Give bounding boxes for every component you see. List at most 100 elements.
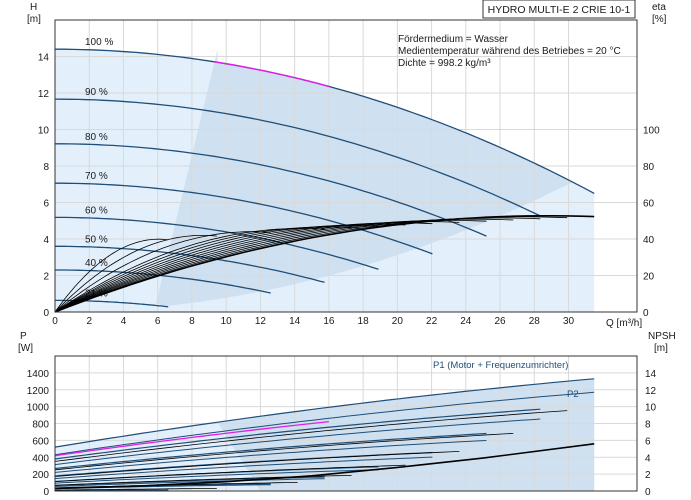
y-tick-label: 6 xyxy=(43,199,49,210)
y-tick-label: 1400 xyxy=(27,369,50,380)
note-density: Dichte = 998.2 kg/m³ xyxy=(398,58,491,69)
x-tick-label: 24 xyxy=(460,316,472,327)
y-tick-label: 200 xyxy=(32,470,49,481)
y-axis-title-h: H xyxy=(30,2,37,13)
y-axis-title-p: P xyxy=(20,331,27,342)
p2-curve-90 xyxy=(54,418,541,466)
axes-bottom: 0 200 400 600 800 1000 1200 1400 0 2 4 6 8 10 12 14 xyxy=(27,355,657,498)
note-temperature: Medientemperatur während des Betriebes =… xyxy=(398,46,621,57)
eta-curve-100 xyxy=(54,215,595,313)
power-curves xyxy=(54,378,595,492)
y2-tick-label: 8 xyxy=(645,420,651,431)
y-tick-label: 4 xyxy=(43,235,49,246)
y2-axis-title-npsh: NPSH xyxy=(648,331,676,342)
y-tick-label: 400 xyxy=(32,453,49,464)
p1-curve-100 xyxy=(54,378,595,448)
x-tick-label: 6 xyxy=(155,316,161,327)
y-tick-label: 800 xyxy=(32,420,49,431)
y2-tick-label: 10 xyxy=(645,403,657,414)
power-curve-black-95 xyxy=(54,410,568,462)
y-tick-label: 8 xyxy=(43,162,49,173)
y-tick-label: 14 xyxy=(38,53,50,64)
x-tick-label: 4 xyxy=(121,316,127,327)
x-tick-label: 22 xyxy=(426,316,438,327)
speed-label: 90 % xyxy=(85,87,108,98)
speed-label: 100 % xyxy=(85,37,113,48)
y-tick-label: 600 xyxy=(32,436,49,447)
power-curve-black-30 xyxy=(54,488,217,491)
best-efficiency-power xyxy=(54,420,329,457)
x-tick-label: 30 xyxy=(563,316,575,327)
y-tick-label: 10 xyxy=(38,126,50,137)
x-tick-label: 16 xyxy=(323,316,335,327)
y2-axis-unit-npsh: [m] xyxy=(654,343,668,354)
power-curve-black-85 xyxy=(54,433,514,471)
x-tick-label: 12 xyxy=(255,316,267,327)
speed-label: 70 % xyxy=(85,171,108,182)
qh-curve-60 xyxy=(55,216,379,270)
eta-curves xyxy=(54,215,595,313)
y2-tick-label: 2 xyxy=(645,470,651,481)
y2-tick-label: 20 xyxy=(643,272,655,283)
y-tick-label: 2 xyxy=(43,272,49,283)
y-tick-label: 1200 xyxy=(27,386,50,397)
y2-tick-label: 80 xyxy=(643,162,655,173)
y-tick-label: 0 xyxy=(43,308,49,319)
qh-curve-70 xyxy=(55,182,433,255)
y2-tick-label: 0 xyxy=(643,308,649,319)
grid-bottom xyxy=(54,356,637,492)
series-label-p2: P2 xyxy=(567,389,579,400)
y2-tick-label: 60 xyxy=(643,199,655,210)
x-tick-label: 10 xyxy=(221,316,233,327)
speed-label: 60 % xyxy=(85,205,108,216)
x-tick-label: 2 xyxy=(86,316,92,327)
axes-top: 0 2 4 6 8 10 12 14 16 18 20 22 24 26 28 300246810121402… xyxy=(38,19,660,327)
p2-curve-80 xyxy=(54,440,487,473)
y2-axis-title-eta: eta xyxy=(652,2,666,13)
p1-curve-80 xyxy=(54,432,487,470)
y2-tick-label: 14 xyxy=(645,369,657,380)
x-tick-label: 14 xyxy=(289,316,301,327)
qh-curve-90 xyxy=(54,98,541,217)
p2-curve-70 xyxy=(54,456,433,480)
title-box xyxy=(482,0,636,19)
y2-tick-label: 40 xyxy=(643,235,655,246)
y2-axis-unit-eta: [%] xyxy=(652,14,667,25)
x-tick-label: 18 xyxy=(358,316,370,327)
note-medium: Fördermedium = Wasser xyxy=(398,34,509,45)
y-tick-label: 0 xyxy=(43,487,49,498)
x-tick-label: 20 xyxy=(392,316,404,327)
npsh-curve xyxy=(54,443,595,490)
grid-top xyxy=(54,20,637,313)
series-label-p1: P1 (Motor + Frequenzumrichter) xyxy=(433,360,568,371)
y-axis-unit-h: [m] xyxy=(27,14,41,25)
x-tick-label: 28 xyxy=(529,316,541,327)
power-curve-black-65 xyxy=(54,464,406,482)
qh-curve-80 xyxy=(55,143,487,237)
y-axis-unit-p: [W] xyxy=(18,343,33,354)
y2-tick-label: 6 xyxy=(645,436,651,447)
p2-curve-60 xyxy=(54,469,379,484)
speed-label: 50 % xyxy=(85,234,108,245)
y2-tick-label: 0 xyxy=(645,487,651,498)
chart-title: HYDRO MULTI-E 2 CRIE 10-1 xyxy=(488,4,631,16)
power-curve-black-75 xyxy=(54,451,460,477)
x-tick-label: 8 xyxy=(189,316,195,327)
x-tick-label: 26 xyxy=(494,316,506,327)
y-tick-label: 1000 xyxy=(27,403,50,414)
best-efficiency-line xyxy=(214,61,330,88)
plot-frame-top xyxy=(54,19,638,313)
speed-label: 80 % xyxy=(85,132,108,143)
p2-curve-100 xyxy=(54,391,595,456)
eta-curve-40 xyxy=(54,231,271,313)
qh-curves: 100 %90 %80 %70 %60 %50 %40 %21 % xyxy=(54,37,595,308)
qh-curve-50 xyxy=(55,245,325,283)
plot-frame-bottom xyxy=(54,355,638,492)
eta-curve-30 xyxy=(54,235,217,313)
x-tick-label: 0 xyxy=(52,316,58,327)
eta-curve-21 xyxy=(54,238,169,313)
y2-tick-label: 4 xyxy=(645,453,651,464)
p2-curve-50 xyxy=(54,478,325,487)
y-tick-label: 12 xyxy=(38,89,50,100)
